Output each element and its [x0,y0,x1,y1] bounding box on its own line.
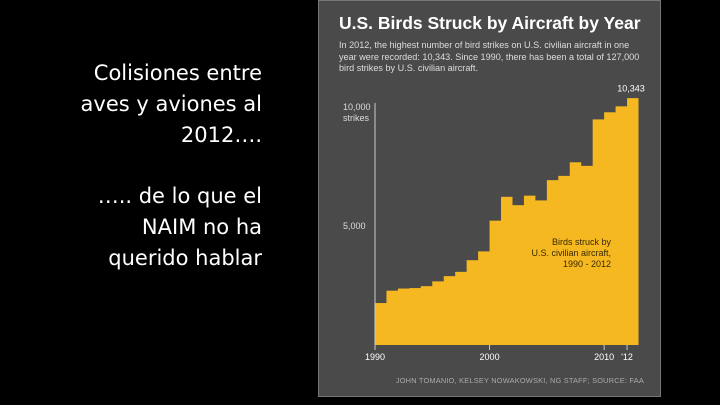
y-tick-label: strikes [343,113,370,123]
slide-line: NAIM no ha [141,215,262,239]
slide-line: 2012…. [180,123,262,147]
y-tick-label: 10,000 [343,102,371,112]
x-tick-label: 2010 [594,352,614,362]
chart-source: JOHN TOMANIO, KELSEY NOWAKOWSKI, NG STAF… [395,376,644,385]
series-label: Birds struck by [552,237,612,247]
slide-line: Colisiones entre [93,61,262,85]
strikes-area [375,98,639,345]
peak-label: 10,343 [617,84,645,94]
slide-line: aves y aviones al [80,92,262,116]
slide-line: ….. de lo que el [97,184,262,208]
x-tick-label: '12 [621,352,633,362]
series-label: U.S. civilian aircraft, [531,248,611,258]
slide-text: Colisiones entre aves y aviones al 2012…… [60,58,262,274]
chart-subtitle: In 2012, the highest number of bird stri… [339,40,640,73]
chart-panel: U.S. Birds Struck by Aircraft by Year In… [318,0,661,397]
x-tick-label: 2000 [480,352,500,362]
slide-line: querido hablar [108,246,262,270]
series-label: 1990 - 2012 [563,259,611,269]
x-tick-label: 1990 [365,352,385,362]
chart-title: U.S. Birds Struck by Aircraft by Year [339,13,641,33]
y-tick-label: 5,000 [343,221,366,231]
